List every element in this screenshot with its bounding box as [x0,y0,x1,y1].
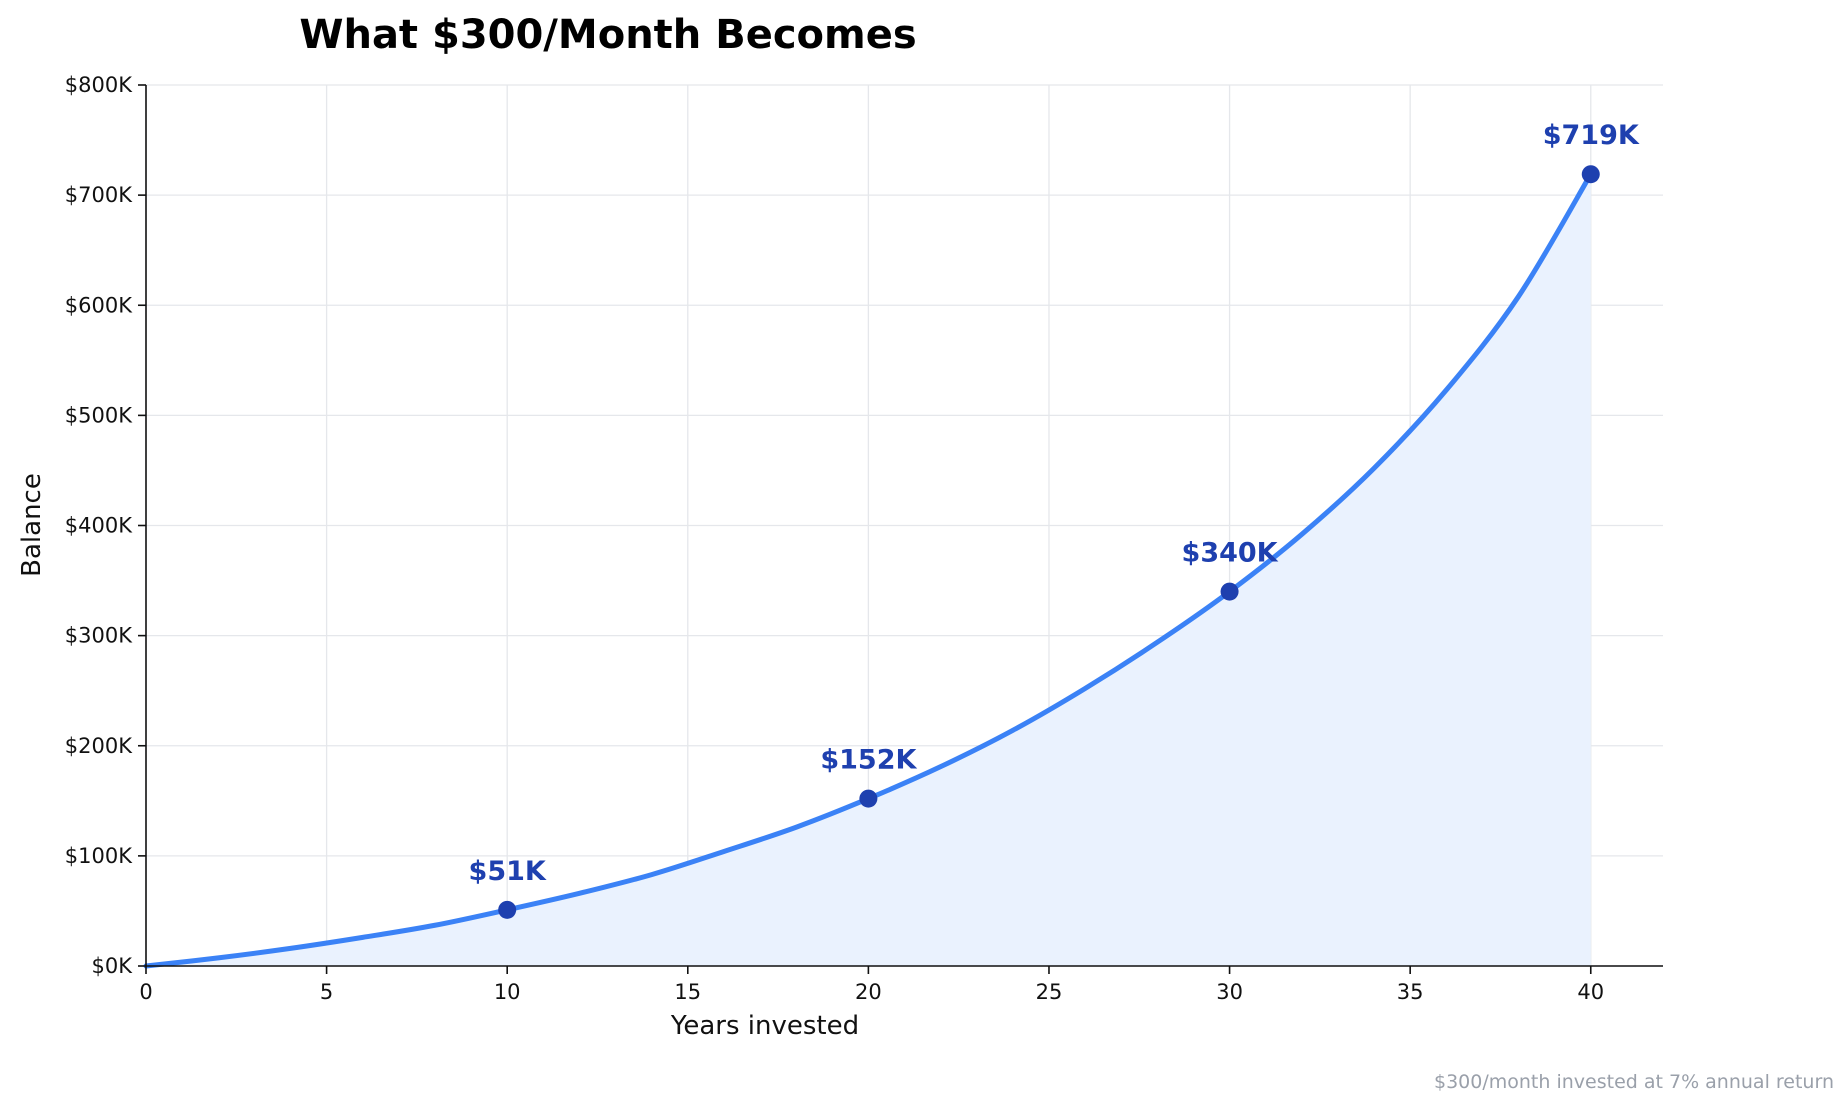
x-tick-label-8: 40 [1577,980,1604,1004]
marker-label-3: $719K [1543,120,1640,151]
series-line [143,171,1594,969]
y-axis-title: Balance [17,473,47,577]
marker-label-2: $340K [1182,538,1279,569]
footnote: $300/month invested at 7% annual return [1434,1071,1834,1093]
x-tick-label-2: 10 [494,980,521,1004]
y-tick-label-0: $0K [92,954,134,978]
area-fill [146,174,1591,967]
marker-point-0 [498,900,517,919]
x-tick-label-1: 5 [320,980,333,1004]
y-tick-label-7: $700K [65,183,133,207]
x-ticks: 0 5 10 15 20 25 30 35 40 [139,966,1604,1004]
x-tick-label-0: 0 [139,980,152,1004]
y-tick-label-2: $200K [65,734,133,758]
marker-label-0: $51K [469,856,547,887]
marker-point-1 [859,789,878,808]
chart-title: What $300/Month Becomes [299,12,916,58]
y-ticks: $0K $100K $200K $300K $400K $500K $600K $700K $8… [65,73,146,978]
x-axis-title: Years invested [670,1011,859,1041]
y-tick-label-1: $100K [65,844,133,868]
x-tick-label-4: 20 [855,980,882,1004]
x-tick-label-6: 30 [1216,980,1243,1004]
y-tick-label-4: $400K [65,514,133,538]
y-tick-label-3: $300K [65,624,133,648]
y-tick-label-5: $500K [65,403,133,427]
x-tick-label-7: 35 [1397,980,1424,1004]
y-tick-label-6: $600K [65,293,133,317]
y-tick-label-8: $800K [65,73,133,97]
marker-point-2 [1220,582,1239,601]
x-tick-label-5: 25 [1036,980,1063,1004]
markers: $51K $152K $340K $719K [469,120,1640,919]
marker-label-1: $152K [820,745,917,776]
marker-point-3 [1581,165,1600,184]
x-tick-label-3: 15 [674,980,701,1004]
